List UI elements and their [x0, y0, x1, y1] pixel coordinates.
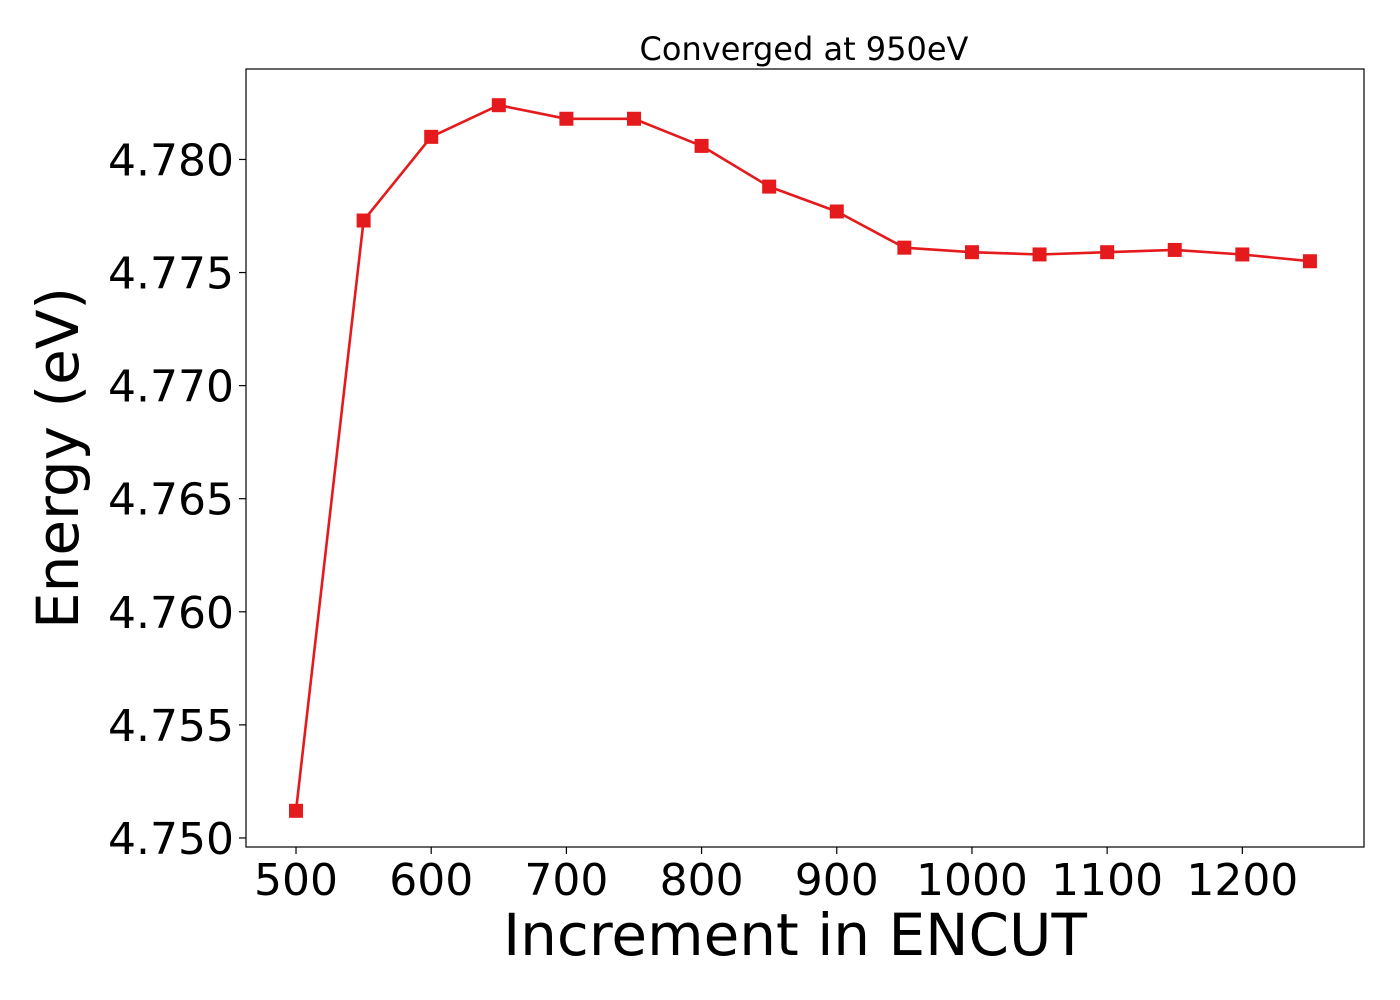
y-tick-label: 4.765	[108, 475, 234, 526]
data-point-marker	[491, 98, 506, 113]
data-point-marker	[1167, 242, 1182, 257]
data-point-marker	[1302, 254, 1317, 269]
x-tick-label: 700	[524, 855, 608, 906]
x-tick-label: 1100	[1051, 855, 1163, 906]
data-point-marker	[1032, 247, 1047, 262]
x-tick-label: 500	[254, 855, 338, 906]
x-tick-label: 600	[389, 855, 473, 906]
data-point-marker	[762, 179, 777, 194]
y-tick-label: 4.770	[108, 362, 234, 413]
data-point-marker	[1235, 247, 1250, 262]
x-tick-label: 800	[660, 855, 744, 906]
data-point-marker	[356, 213, 371, 228]
x-tick-label: 900	[795, 855, 879, 906]
data-point-marker	[626, 111, 641, 126]
y-axis-title: Energy (eV)	[24, 287, 92, 629]
chart-title: Converged at 950eV	[640, 30, 969, 68]
x-tick-label: 1200	[1186, 855, 1298, 906]
data-point-marker	[964, 245, 979, 260]
data-point-marker	[559, 111, 574, 126]
y-tick-label: 4.775	[108, 249, 234, 300]
y-tick-label: 4.780	[108, 135, 234, 186]
data-point-marker	[897, 240, 912, 255]
series-line	[294, 103, 1311, 811]
y-tick-label: 4.750	[108, 814, 234, 865]
y-tick-label: 4.760	[108, 588, 234, 639]
plot-frame	[245, 68, 1365, 848]
plot-area: 4.750 4.755 4.760 4.765 4.770 4.775 4.780 500 60…	[108, 68, 1365, 906]
data-point-marker	[694, 138, 709, 153]
data-point-marker	[289, 803, 304, 818]
data-point-marker	[829, 204, 844, 219]
y-tick-label: 4.755	[108, 701, 234, 752]
data-point-marker	[424, 129, 439, 144]
x-axis-title: Increment in ENCUT	[503, 901, 1087, 969]
data-point-marker	[1100, 245, 1115, 260]
x-tick-label: 1000	[916, 855, 1028, 906]
